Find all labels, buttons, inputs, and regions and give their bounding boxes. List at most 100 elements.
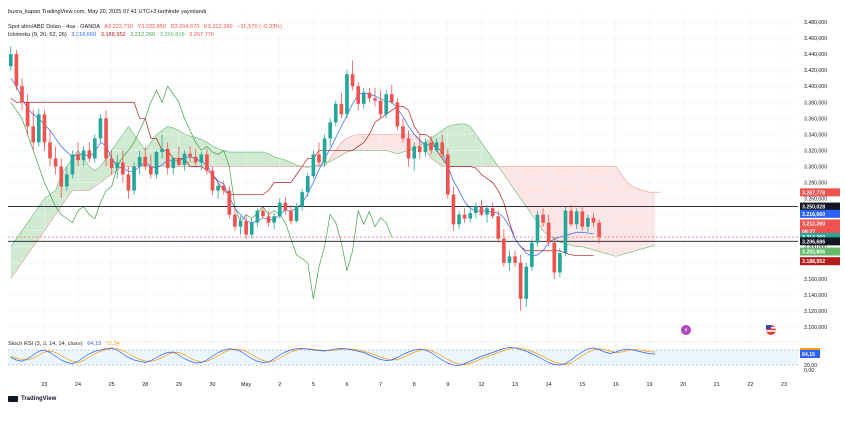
stoch-rsi-d-line (10, 347, 656, 365)
kumo-cloud-segment (593, 166, 600, 252)
candle-body (541, 214, 545, 223)
kumo-cloud-segment (358, 134, 364, 151)
kumo-cloud-segment (240, 152, 247, 167)
price-label-bg (800, 232, 840, 241)
candle-body (81, 150, 86, 161)
kumo-cloud-segment (397, 134, 403, 154)
y-tick-label: 3.280,000 (804, 181, 827, 187)
price-label-bg (800, 209, 840, 218)
kumo-cloud-segment (531, 166, 538, 223)
candle-body (70, 154, 75, 175)
kumo-cloud-segment (604, 166, 611, 255)
candle-body (272, 216, 276, 223)
x-tick-label: 23 (41, 382, 47, 388)
kumo-cloud-segment (599, 166, 605, 254)
stoch-rsi-k-line (10, 347, 656, 366)
candle-body (221, 185, 226, 191)
kumo-cloud-segment (122, 126, 129, 167)
candle-body (317, 154, 321, 163)
kumo-cloud-segment (374, 134, 381, 151)
candle-body (474, 206, 478, 214)
rsi-value-label-text: 64,15 (802, 352, 815, 358)
y-tick-label: 3.460,000 (804, 36, 827, 42)
ichimoku-label: Ichimoku (9, 26, 52, 26) (8, 32, 67, 38)
candle-body (188, 153, 192, 157)
y-tick-label: 3.400,000 (804, 84, 827, 90)
candle-body (507, 256, 512, 263)
kumo-cloud-segment (16, 230, 23, 271)
candle-body (311, 154, 316, 177)
svg-text:⚡: ⚡ (684, 327, 689, 335)
us-flag-icon[interactable] (766, 325, 776, 335)
x-tick-label: 25 (109, 382, 115, 388)
price-label-bg (800, 219, 840, 228)
candle-body (378, 100, 383, 115)
kumo-cloud-segment (10, 238, 17, 279)
kumo-cloud-segment (251, 152, 258, 167)
candle-body (182, 153, 187, 165)
x-tick-label: 13 (512, 382, 518, 388)
kumo-cloud-segment (386, 134, 392, 153)
price-label-bg (800, 257, 840, 266)
candle-body (244, 221, 248, 235)
x-tick-label: 19 (647, 382, 653, 388)
kumo-cloud-segment (459, 123, 465, 167)
lightning-icon[interactable]: ⚡ (681, 325, 691, 335)
candle-body (53, 158, 58, 167)
kumo-cloud-segment (94, 166, 101, 187)
candle-body (479, 206, 484, 215)
y-tick-label: 3.300,000 (804, 164, 827, 170)
price-label-text: 3.212,260 (802, 221, 825, 227)
candle-body (429, 142, 433, 151)
candle-body (165, 148, 170, 169)
candle-body (126, 174, 131, 191)
kumo-cloud-segment (27, 214, 34, 255)
kijun-sen-line (10, 97, 594, 256)
candle-body (328, 122, 332, 139)
candle-body (574, 211, 579, 225)
price-label-bg (800, 202, 840, 211)
kumo-cloud-segment (632, 186, 639, 252)
candle-body (132, 166, 136, 191)
candle-body (8, 54, 13, 67)
candle-body (193, 156, 198, 163)
x-tick-label: 9 (446, 382, 449, 388)
stoch-rsi-line[interactable]: Stoch RSI (3, 3, 14, 14, close) 64,15 72… (8, 340, 123, 348)
candle-body (233, 214, 237, 227)
kumo-cloud-segment (548, 166, 555, 239)
kumo-cloud-segment (638, 188, 644, 250)
candle-body (48, 142, 52, 159)
ohlc-close: K3.212,260 (204, 24, 233, 30)
kumo-cloud-segment (369, 134, 375, 151)
candle-body (580, 211, 585, 227)
price-label-bg (800, 247, 840, 256)
ichimoku-line[interactable]: Ichimoku (9, 26, 52, 26) 3.216,660 3.188… (8, 31, 217, 39)
kumo-cloud-segment (279, 158, 286, 167)
candle-body (485, 208, 489, 215)
tradingview-logo[interactable]: TradingView (8, 396, 56, 402)
kumo-cloud-segment (615, 166, 622, 257)
candle-body (238, 221, 243, 227)
candle-body (199, 154, 204, 163)
candle-body (333, 103, 338, 123)
candle-body (361, 92, 366, 104)
kumo-cloud-segment (470, 126, 476, 167)
candle-body (283, 202, 288, 211)
kumo-cloud-segment (229, 152, 235, 167)
price-label-bg (800, 188, 840, 197)
candle-body (65, 174, 69, 187)
stoch-rsi-label: Stoch RSI (3, 3, 14, 14, close) (8, 341, 83, 347)
candle-body (406, 138, 411, 159)
kumo-cloud-segment (290, 162, 297, 167)
candle-body (451, 194, 456, 225)
candle-body (367, 92, 372, 99)
kumo-cloud-segment (285, 160, 291, 167)
candle-body (423, 142, 428, 153)
candle-body (535, 214, 540, 243)
stoch-rsi-k: 64,15 (87, 341, 102, 347)
candle-body (177, 158, 181, 165)
x-tick-label: 16 (613, 382, 619, 388)
candle-body (586, 217, 590, 227)
kumo-cloud-segment (268, 153, 275, 167)
